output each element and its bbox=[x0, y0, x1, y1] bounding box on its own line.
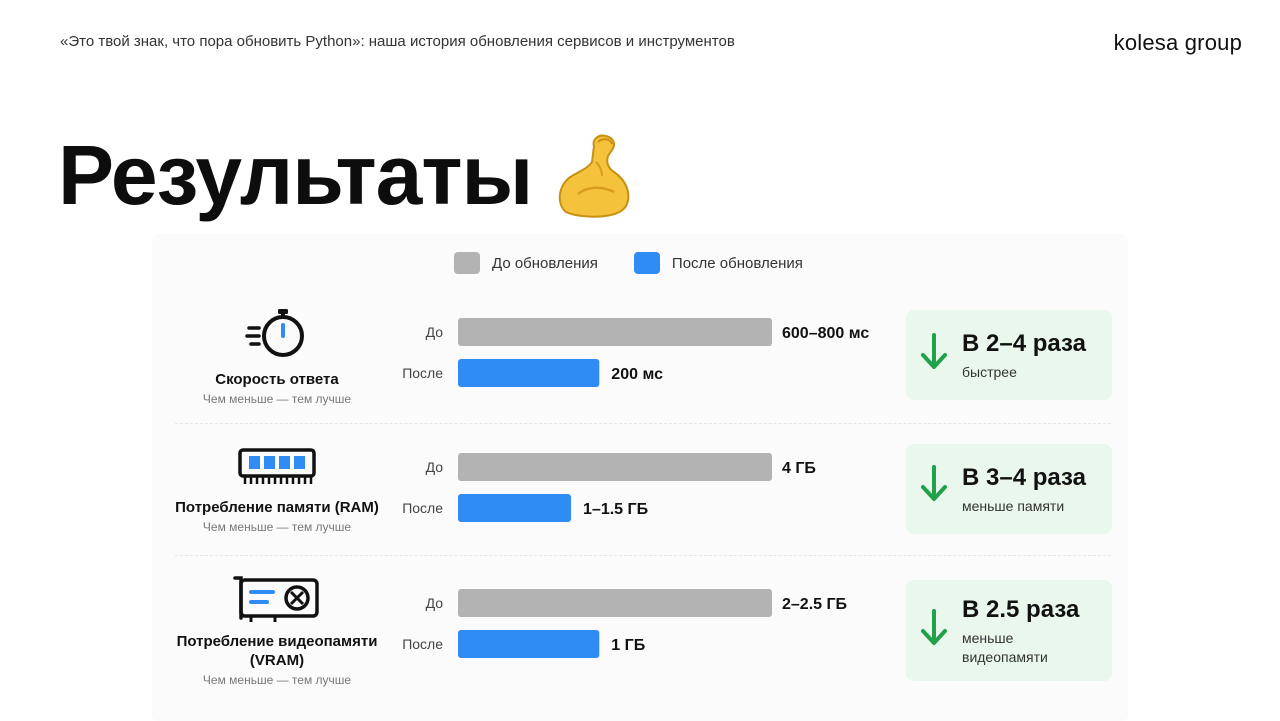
bar-label-before: До bbox=[426, 595, 444, 611]
metric-speed: Скорость ответа Чем меньше — тем лучше bbox=[162, 306, 392, 406]
ram-module-icon bbox=[238, 448, 316, 484]
gpu-card-icon bbox=[233, 576, 319, 622]
legend-label-before: До обновления bbox=[492, 254, 598, 272]
flexed-biceps-icon bbox=[559, 134, 630, 218]
legend-item-after: После обновления bbox=[633, 252, 803, 274]
metric-name: Скорость ответа bbox=[215, 371, 339, 388]
legend-item-before: До обновления bbox=[454, 252, 598, 274]
metric-hint: Чем меньше — тем лучше bbox=[202, 673, 352, 687]
result-badge-speed: В 2–4 раза быстрее bbox=[906, 310, 1112, 400]
metric-name: Потребление видеопамяти (VRAM) bbox=[176, 633, 378, 669]
bar-label-before: До bbox=[426, 324, 444, 340]
result-big: В 2–4 раза bbox=[962, 330, 1086, 357]
row-divider bbox=[175, 423, 1111, 424]
bar-value-before: 2–2.5 ГБ bbox=[782, 596, 847, 613]
result-big: В 3–4 раза bbox=[962, 464, 1086, 491]
result-big: В 2.5 раза bbox=[962, 596, 1080, 623]
result-small: меньше видеопамяти bbox=[962, 630, 1048, 665]
bar-label-after: После bbox=[402, 365, 443, 381]
metric-hint: Чем меньше — тем лучше bbox=[202, 520, 352, 534]
stopwatch-icon bbox=[245, 309, 304, 357]
metric-name: Потребление памяти (RAM) bbox=[175, 499, 379, 516]
arrow-down-icon bbox=[921, 609, 947, 645]
arrow-down-icon bbox=[921, 465, 947, 501]
bar-before bbox=[458, 589, 772, 617]
result-badge-vram: В 2.5 раза меньше видеопамяти bbox=[906, 580, 1112, 681]
legend-label-after: После обновления bbox=[671, 254, 803, 272]
title-block: Результаты bbox=[58, 132, 636, 218]
bar-before bbox=[458, 453, 772, 481]
bar-after bbox=[458, 630, 600, 658]
bar-before bbox=[458, 318, 772, 346]
legend-swatch-after bbox=[633, 252, 660, 274]
arrow-down-icon bbox=[921, 333, 947, 369]
brand-logo: kolesa group bbox=[1113, 30, 1242, 55]
chart-legend: До обновления После обновления bbox=[454, 252, 839, 274]
metric-hint: Чем меньше — тем лучше bbox=[202, 392, 352, 406]
row-divider bbox=[175, 555, 1111, 556]
bar-label-after: После bbox=[402, 636, 443, 652]
bar-value-after: 1 ГБ bbox=[611, 637, 645, 654]
result-small: быстрее bbox=[962, 364, 1017, 380]
result-badge-ram: В 3–4 раза меньше памяти bbox=[906, 444, 1112, 534]
page-title: Результаты bbox=[58, 128, 533, 222]
bar-after bbox=[458, 494, 572, 522]
bar-value-before: 600–800 мс bbox=[782, 325, 869, 342]
legend-swatch-before bbox=[454, 252, 480, 274]
bar-label-before: До bbox=[426, 459, 444, 475]
bar-value-before: 4 ГБ bbox=[782, 460, 816, 477]
bar-after bbox=[458, 359, 600, 387]
slide-subtitle: «Это твой знак, что пора обновить Python… bbox=[60, 33, 735, 50]
result-small: меньше памяти bbox=[962, 498, 1065, 514]
bar-value-after: 200 мс bbox=[611, 366, 663, 383]
metric-vram: Потребление видеопамяти (VRAM) Чем меньш… bbox=[162, 574, 392, 687]
bar-value-after: 1–1.5 ГБ bbox=[583, 501, 648, 518]
bar-label-after: После bbox=[402, 500, 443, 516]
metric-ram: Потребление памяти (RAM) Чем меньше — те… bbox=[162, 446, 392, 534]
